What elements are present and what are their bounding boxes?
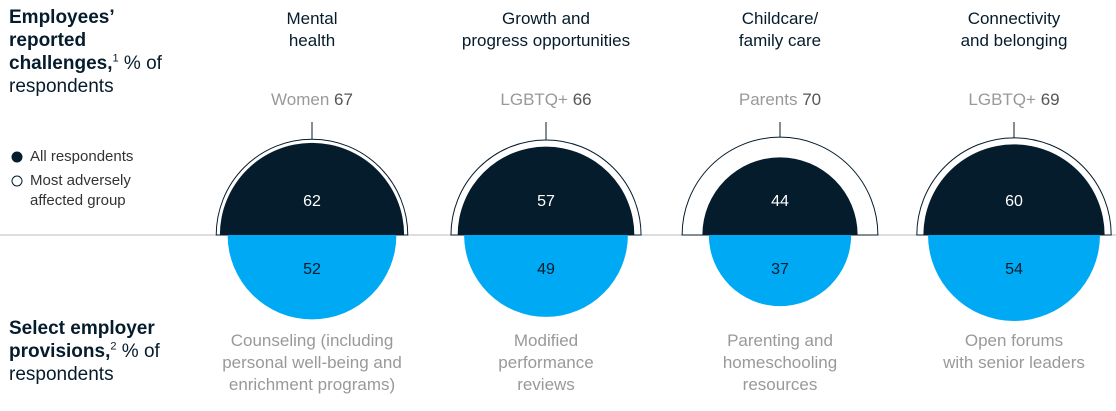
footnote: 2	[110, 340, 117, 353]
legend-item: Most adversely affected group	[30, 172, 131, 209]
group-label: LGBTQ+ 66	[500, 89, 591, 111]
value-label: 37	[771, 261, 789, 278]
provision-label: personal well-being and	[222, 353, 402, 372]
provision-label: performance	[498, 353, 594, 372]
top-semicircle	[923, 144, 1105, 235]
group-label: Women 67	[271, 89, 353, 111]
provision-label: Modified	[513, 331, 579, 350]
group-value: 69	[1040, 90, 1060, 109]
group-name: LGBTQ+	[968, 90, 1036, 109]
value-label: 54	[1005, 261, 1023, 278]
provision-label: reviews	[517, 375, 575, 394]
category-label: Mental	[286, 9, 338, 28]
legend-marker	[11, 175, 23, 187]
bottom-semicircle	[928, 235, 1100, 321]
group-value: 66	[572, 90, 592, 109]
value-label: 44	[771, 193, 789, 210]
category-label: and belonging	[960, 31, 1068, 50]
provision-label: homeschooling	[722, 353, 838, 372]
category-label: family care	[738, 31, 822, 50]
group-label: LGBTQ+ 69	[968, 89, 1059, 111]
value-label: 49	[537, 261, 555, 278]
bottom-semicircle	[464, 235, 628, 317]
title: Employees’ reported challenges,	[9, 7, 114, 74]
bottom-title: Select employer provisions,2 % of respon…	[9, 317, 191, 386]
category-label: health	[288, 31, 336, 50]
top-semicircle	[219, 142, 405, 235]
bottom-semicircle	[708, 235, 852, 307]
category-label: Growth and	[502, 9, 590, 28]
category-label: Childcare/	[741, 9, 819, 28]
category-label: progress opportunities	[461, 31, 631, 50]
unit: % of respondents	[9, 341, 160, 385]
group-name: Parents	[738, 90, 798, 109]
provision-label: Open forums	[964, 331, 1064, 350]
provision-label: enrichment programs)	[228, 375, 396, 394]
provision-label: Parenting and	[727, 331, 833, 350]
bottom-semicircle	[227, 235, 397, 320]
provision-label: with senior leaders	[943, 353, 1085, 372]
legend-marker	[11, 151, 23, 163]
top-title: Employees’ reported challenges,1 % of re…	[9, 6, 191, 98]
value-label: 57	[537, 193, 555, 210]
unit: % of respondents	[9, 53, 162, 97]
group-value: 70	[802, 90, 822, 109]
provision-label: Counseling (including	[230, 331, 394, 350]
value-label: 60	[1005, 193, 1023, 210]
provision-label: resources	[742, 375, 818, 394]
top-semicircle	[702, 157, 858, 235]
top-semicircle	[457, 146, 635, 235]
footnote: 1	[112, 52, 119, 65]
title: Select employer provisions,	[9, 318, 155, 362]
category-label: Connectivity	[967, 9, 1061, 28]
group-name: Women	[271, 90, 330, 109]
group-label: Parents 70	[739, 89, 821, 111]
group-name: LGBTQ+	[500, 90, 568, 109]
legend-item: All respondents	[30, 148, 134, 165]
value-label: 52	[303, 261, 321, 278]
value-label: 62	[303, 193, 321, 210]
group-value: 67	[334, 90, 353, 109]
